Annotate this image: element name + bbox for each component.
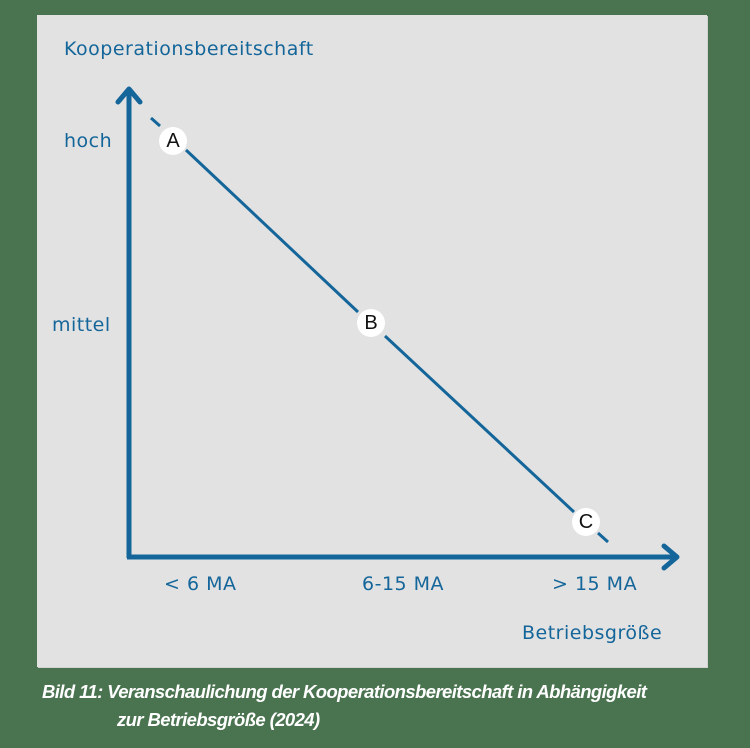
x-tick-medium: 6-15 MA <box>362 573 445 595</box>
y-tick-hoch: hoch <box>64 130 113 152</box>
x-tick-small: < 6 MA <box>164 573 237 595</box>
x-axis <box>127 543 680 571</box>
point-a: A <box>159 127 187 155</box>
point-b: B <box>357 309 385 337</box>
y-axis-title: Kooperationsbereitschaft <box>64 38 314 60</box>
x-axis-title: Betriebsgröße <box>522 622 663 644</box>
trend-line <box>150 116 610 544</box>
y-axis <box>115 86 143 558</box>
caption-line-1: Bild 11: Veranschaulichung der Kooperati… <box>42 681 647 702</box>
y-tick-mittel: mittel <box>52 314 111 336</box>
point-c: C <box>572 508 600 536</box>
caption-line-2: zur Betriebsgröße (2024) <box>117 709 320 730</box>
x-tick-large: > 15 MA <box>552 573 638 595</box>
